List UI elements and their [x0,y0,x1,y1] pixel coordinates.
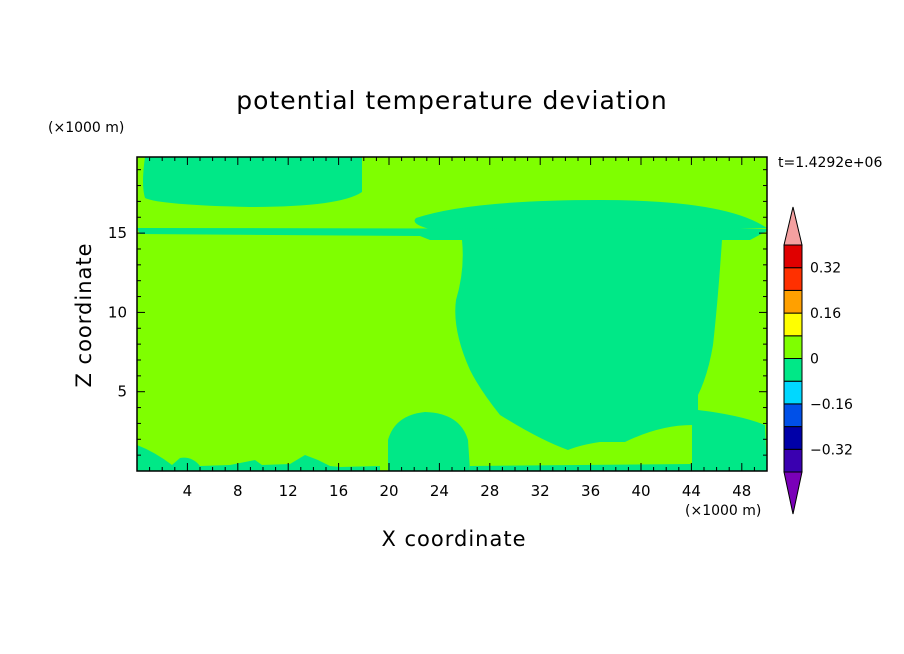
colorbar-tick-label: 0.32 [810,261,841,277]
plot-area [136,156,768,472]
negative-regions [137,157,767,471]
x-tick-label: 12 [279,482,298,500]
x-tick-label: 44 [682,482,701,500]
x-tick-label: 36 [581,482,600,500]
x-tick-label: 48 [732,482,751,500]
colorbar-band [783,312,803,337]
x-tick-label: 16 [329,482,348,500]
x-tick-label: 28 [480,482,499,500]
central-large-region [455,240,767,471]
y-tick-label: 15 [108,224,127,242]
colorbar-band [783,358,803,382]
bottom-center-hump-region [388,412,470,471]
x-tick-label: 24 [430,482,449,500]
y-tick-label: 5 [117,383,127,401]
colorbar-tick-label: 0 [810,352,819,368]
time-label: t=1.4292e+06 [778,155,883,171]
bottom-left-region [137,445,380,471]
colorbar [783,206,803,515]
colorbar-band [783,335,803,359]
x-axis-label: X coordinate [381,527,527,551]
colorbar-over-arrow [783,206,803,246]
upper-right-lens-region [414,200,767,229]
upper-left-region [143,157,362,207]
colorbar-band [783,448,803,473]
x-tick-label: 40 [631,482,650,500]
colorbar-tick-label: 0.16 [810,306,841,322]
x-tick-label: 4 [183,482,193,500]
colorbar-band [783,244,803,269]
colorbar-tick-label: −0.16 [810,397,853,413]
colorbar-band [783,289,803,314]
colorbar-band [783,380,803,405]
x-tick-label: 32 [531,482,550,500]
y-axis-label: Z coordinate [72,242,96,388]
colorbar-band [783,267,803,291]
x-tick-label: 20 [379,482,398,500]
x-unit-label: (×1000 m) [685,503,762,519]
thin-layer-region [137,228,767,240]
colorbar-band [783,426,803,450]
axis-ticks [137,157,767,471]
y-unit-label: (×1000 m) [48,120,125,136]
colorbar-band [783,403,803,428]
chart-title: potential temperature deviation [236,86,668,115]
y-tick-label: 10 [108,303,127,321]
colorbar-labels: 0.32 0.16 0 −0.16 −0.32 [810,261,853,459]
bottom-strip-region [470,464,692,471]
x-tick-label: 8 [233,482,243,500]
colorbar-under-arrow [783,471,803,515]
colorbar-tick-label: −0.32 [810,442,853,458]
